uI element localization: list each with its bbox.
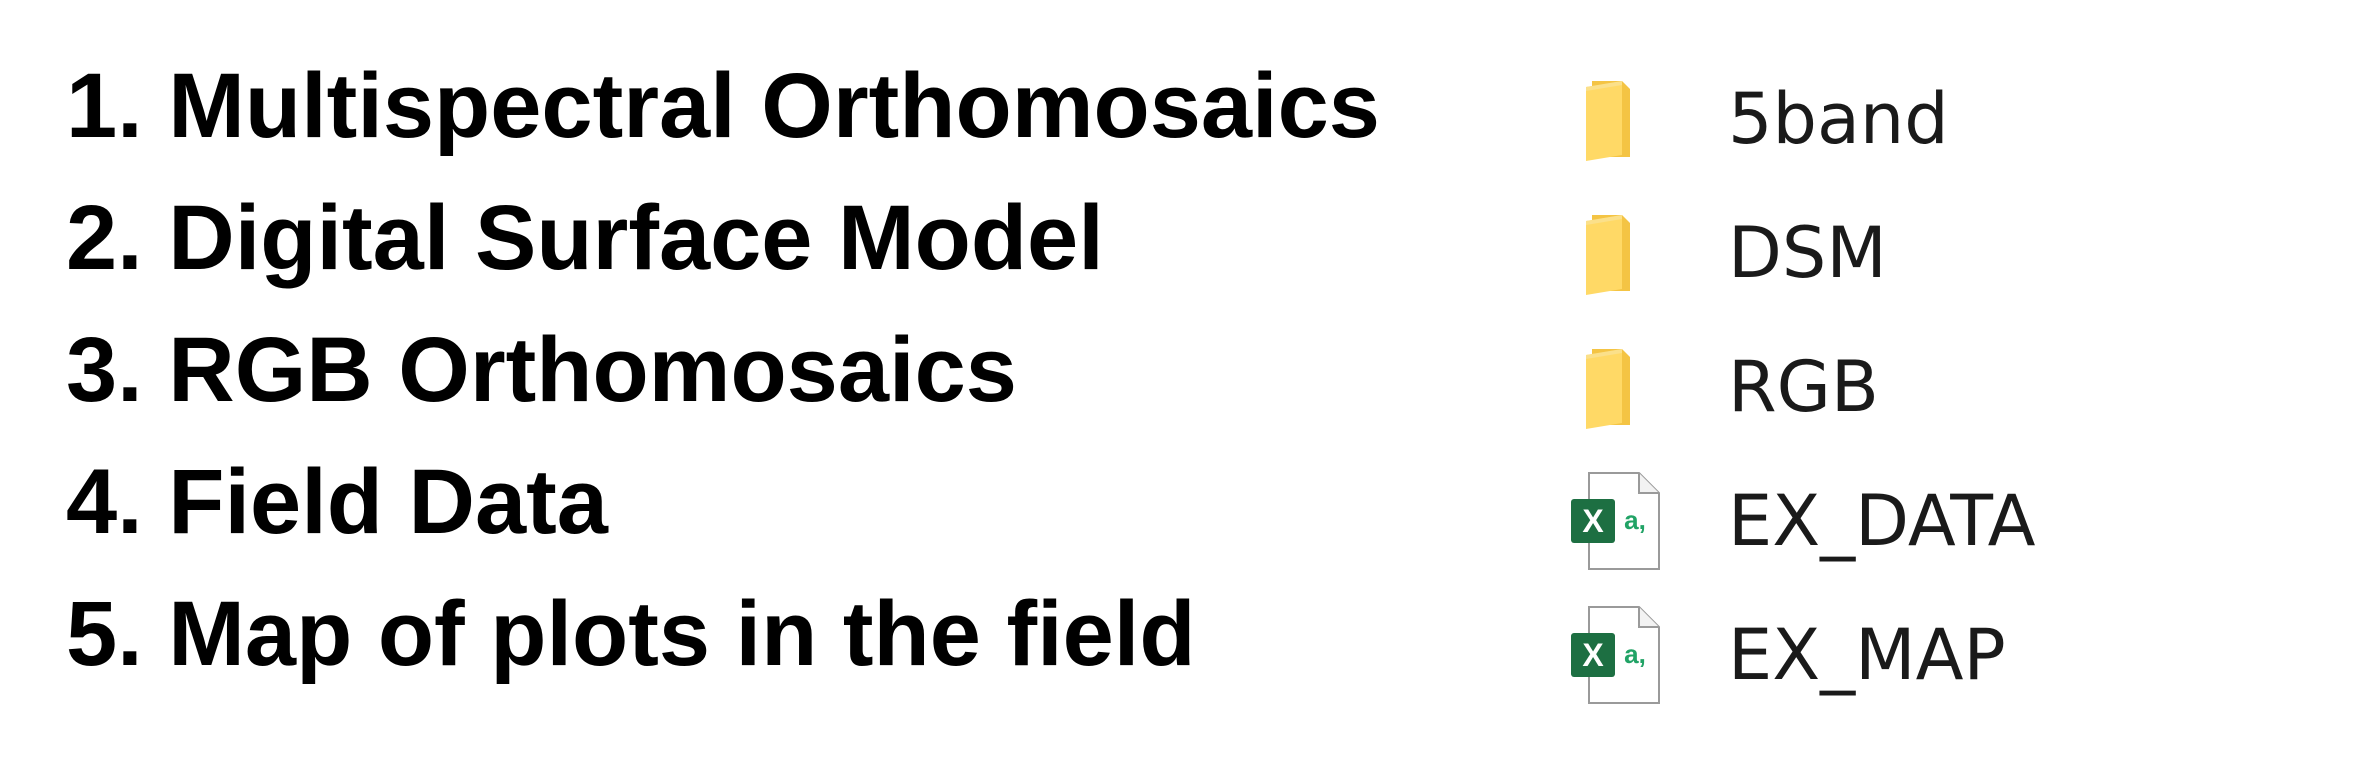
file-row-ex-data[interactable]: X a, EX_DATA [1560, 454, 2320, 588]
list-item-multispectral: 1. Multispectral Orthomosaics [66, 55, 1380, 157]
file-row-5band[interactable]: 5band [1560, 52, 2320, 186]
file-row-dsm[interactable]: DSM [1560, 186, 2320, 320]
excel-csv-icon: X a, [1560, 466, 1670, 576]
file-explorer-list: 5band DSM RGB [1560, 52, 2320, 722]
list-item-plot-map: 5. Map of plots in the field [66, 583, 1196, 685]
list-item-rgb: 3. RGB Orthomosaics [66, 319, 1017, 421]
file-name: EX_DATA [1728, 480, 2036, 562]
dataset-description-list: 1. Multispectral Orthomosaics 2. Digital… [66, 40, 1496, 700]
file-name: EX_MAP [1728, 614, 2006, 696]
file-row-rgb[interactable]: RGB [1560, 320, 2320, 454]
folder-icon [1560, 64, 1670, 174]
excel-letter: X [1582, 503, 1604, 539]
folder-icon [1560, 332, 1670, 442]
file-name: DSM [1728, 212, 1887, 294]
excel-sub-text: a, [1624, 639, 1646, 669]
excel-csv-icon: X a, [1560, 600, 1670, 710]
file-name: RGB [1728, 346, 1879, 428]
file-row-ex-map[interactable]: X a, EX_MAP [1560, 588, 2320, 722]
list-item-field-data: 4. Field Data [66, 451, 608, 553]
excel-letter: X [1582, 637, 1604, 673]
file-name: 5band [1728, 78, 1949, 160]
list-item-dsm: 2. Digital Surface Model [66, 187, 1104, 289]
folder-icon [1560, 198, 1670, 308]
excel-sub-text: a, [1624, 505, 1646, 535]
